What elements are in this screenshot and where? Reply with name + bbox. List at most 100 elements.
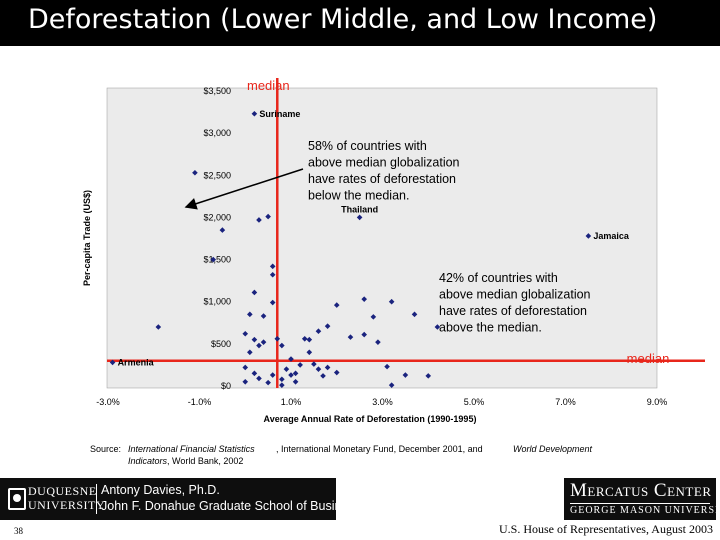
data-point [256,342,262,349]
data-point [388,298,395,305]
data-point [251,289,258,296]
y-tick-label: $0 [221,381,231,391]
annotation-line: have rates of deforestation [308,172,456,186]
plot-area [106,87,658,389]
data-point [269,271,276,278]
data-point [288,356,294,362]
annotation-line: above the median. [439,321,542,335]
x-axis-label: Average Annual Rate of Deforestation (19… [264,414,477,424]
data-point [292,378,299,385]
data-point [288,372,294,378]
x-tick-label: 7.0% [555,397,576,407]
data-point [333,369,340,376]
y-axis-label: Per-capita Trade (US$) [82,190,92,286]
labeled-point-marker [251,110,258,117]
mercatus-rule [570,503,710,504]
annotation-line: have rates of deforestation [439,304,587,318]
data-point [333,302,340,308]
data-point [155,324,162,330]
author-name: Antony Davies, Ph.D. [101,483,220,497]
data-point [324,364,331,371]
x-tick-label: 1.0% [281,397,302,407]
data-point [375,339,381,345]
labeled-point-name: Armenia [118,357,155,367]
data-point [251,336,258,343]
labeled-point-name: Thailand [341,204,378,214]
labeled-point-name: Suriname [259,109,300,119]
author-block: Antony Davies, Ph.D. John F. Donahue Gra… [101,482,361,514]
data-point [411,311,418,318]
duquesne-logo-text: DUQUESNE UNIVERSITY [28,484,105,512]
source-line2-italic: Indicators [128,456,168,466]
data-point [247,349,253,356]
x-tick-label: 3.0% [372,397,393,407]
y-tick-label: $2,000 [203,212,231,222]
data-point [306,336,313,343]
duquesne-footer: DUQUESNE UNIVERSITY Antony Davies, Ph.D.… [0,478,361,520]
title-bar: Deforestation (Lower Middle, and Low Inc… [0,0,720,46]
page-number: 38 [14,526,23,536]
source-label: Source: [90,444,122,454]
labeled-point-name: Jamaica [593,231,630,241]
data-point [311,361,317,367]
median-vertical-label: median [247,78,290,93]
y-tick-label: $3,000 [203,128,231,138]
y-tick-label: $1,000 [203,297,231,307]
data-point [315,366,322,372]
data-point [425,373,432,379]
median-horizontal-label: median [627,351,670,366]
y-tick-label: $500 [211,339,231,349]
x-tick-label: -1.0% [188,397,212,407]
data-point [283,366,290,372]
source-line2: Indicators, World Bank, 2002 [128,455,243,467]
data-point [292,370,299,377]
labeled-point-marker [356,214,363,221]
university-line2: UNIVERSITY [28,498,105,512]
annotation-line: below the median. [308,189,409,203]
data-point [210,256,217,263]
source-part2: , International Monetary Fund, December … [276,444,483,454]
data-point [247,311,253,318]
data-point [279,382,285,388]
labeled-point-marker [109,359,116,366]
duquesne-emblem-icon [8,488,26,510]
data-point [324,323,331,329]
data-point [402,372,409,378]
y-tick-label: $3,500 [203,86,231,96]
data-point [361,296,367,302]
data-point [265,379,271,386]
data-point [279,342,285,349]
data-point [251,370,258,377]
data-point [297,362,303,368]
annotation-line: above median globalization [308,156,460,170]
source-line2-rest: , World Bank, 2002 [167,456,244,466]
mercatus-logo: Mercatus Center GEORGE MASON UNIVERSITY [564,478,720,520]
data-point [265,213,271,220]
source-line1: International Financial Statistics [128,444,255,454]
data-point [347,334,354,340]
annotation-line: 42% of countries with [439,271,558,285]
x-tick-label: 5.0% [464,397,485,407]
scatter-chart: $0 $500 $1,000 $1,500 $2,000 $2,500 $3,000 $3,5… [82,78,705,424]
data-point [242,364,249,371]
footer-divider [96,484,97,514]
data-point [384,363,390,370]
data-point [320,373,326,379]
x-tick-label: -3.0% [96,397,120,407]
data-point [388,382,395,388]
data-point [256,217,262,223]
data-point [260,339,267,345]
data-point [370,314,377,320]
data-point [361,331,367,338]
data-point [274,336,281,342]
data-point [256,375,262,382]
data-point [269,299,276,306]
y-tick-label: $1,500 [203,255,231,265]
data-point [269,372,276,378]
data-point [269,263,276,270]
data-point [260,313,267,319]
mercatus-name: Mercatus Center [570,480,712,501]
data-point [315,328,322,335]
x-tick-label: 9.0% [647,397,668,407]
data-point [301,336,308,342]
